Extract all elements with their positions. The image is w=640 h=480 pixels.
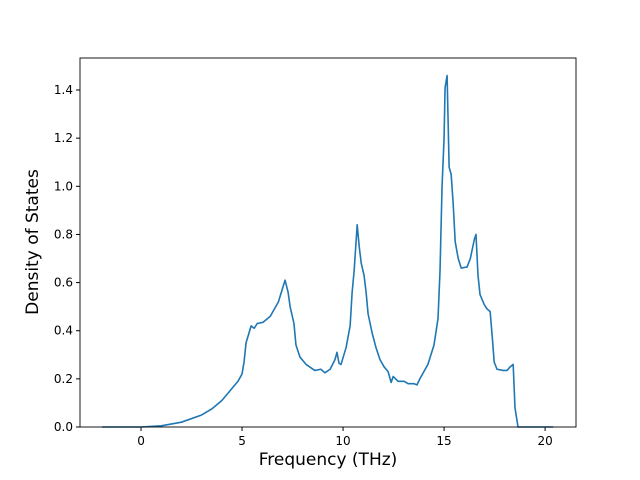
y-tick-label: 0.6 xyxy=(54,276,73,290)
x-tick-label: 15 xyxy=(436,434,451,448)
y-tick-label: 0.4 xyxy=(54,324,73,338)
x-tick-label: 10 xyxy=(335,434,350,448)
x-tick-label: 20 xyxy=(537,434,552,448)
x-axis-title: Frequency (THz) xyxy=(259,450,398,470)
y-tick-label: 0.2 xyxy=(54,372,73,386)
x-tick-label: 5 xyxy=(238,434,246,448)
y-tick-label: 0.0 xyxy=(54,420,73,434)
y-axis-title: Density of States xyxy=(23,169,43,315)
y-tick-label: 1.4 xyxy=(54,83,73,97)
y-tick-label: 1.0 xyxy=(54,179,73,193)
y-tick-label: 0.8 xyxy=(54,227,73,241)
data-line xyxy=(102,74,554,428)
x-tick-label: 0 xyxy=(137,434,145,448)
plot-frame xyxy=(79,57,577,428)
y-tick-label: 1.2 xyxy=(54,131,73,145)
